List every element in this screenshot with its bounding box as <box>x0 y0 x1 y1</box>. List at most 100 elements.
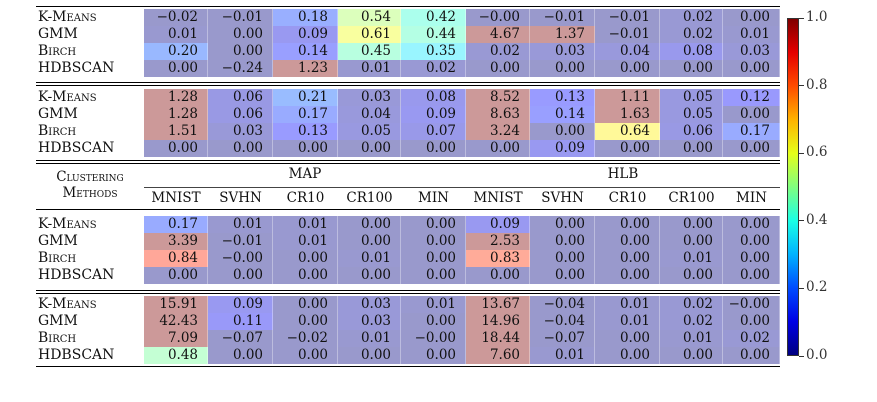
table-cell: 0.00 <box>401 267 466 284</box>
table-cell: −0.04 <box>530 313 595 330</box>
table-row: HDBSCAN 0.48 0.00 0.00 0.00 0.00 7.60 0.01 0.00 0… <box>36 347 780 364</box>
method-label: HDBSCAN <box>38 347 115 363</box>
table-cell: 18.44 <box>466 330 530 347</box>
group-label-hlb: HLB <box>607 166 639 182</box>
colorbar-tick-label: 0.2 <box>806 279 828 296</box>
table-cell: 0.00 <box>338 347 401 364</box>
table-cell: 0.00 <box>208 347 273 364</box>
table-cell: 7.60 <box>466 347 530 364</box>
column-header: MIN <box>418 190 449 206</box>
table-cell: −0.01 <box>208 9 273 26</box>
table-cell: 0.04 <box>338 106 401 123</box>
table-cell: 0.00 <box>723 106 780 123</box>
table-cell: 0.00 <box>595 250 660 267</box>
table-cell: 0.00 <box>530 233 595 250</box>
table-cell: 0.09 <box>466 216 530 233</box>
column-header: SVHN <box>541 190 584 206</box>
table-cell: 0.00 <box>723 9 780 26</box>
table-cell: 0.00 <box>595 267 660 284</box>
table-cell: 0.00 <box>723 313 780 330</box>
table-cell: 0.03 <box>338 296 401 313</box>
table-cell: 0.45 <box>338 43 401 60</box>
table-cell: 8.52 <box>466 89 530 106</box>
method-label: K-Means <box>38 89 97 105</box>
table-row: GMM 1.28 0.06 0.17 0.04 0.09 8.63 0.14 1.63 0.05 0… <box>36 106 780 123</box>
table-cell: 0.00 <box>208 43 273 60</box>
table-row: HDBSCAN 0.00 −0.24 1.23 0.01 0.02 0.00 0.00 0.00… <box>36 60 780 77</box>
table-cell: 0.00 <box>660 267 723 284</box>
table-cell: 0.00 <box>273 313 338 330</box>
table-cell: 0.00 <box>338 267 401 284</box>
table-cell: 0.01 <box>338 60 401 77</box>
table-cell: 3.39 <box>144 233 208 250</box>
colorbar-tick <box>799 17 804 19</box>
table-cell: 0.00 <box>144 140 208 157</box>
table-cell: −0.00 <box>208 250 273 267</box>
table-cell: 8.63 <box>466 106 530 123</box>
colorbar-tick <box>799 220 804 222</box>
method-label: K-Means <box>38 296 97 312</box>
table-cell: 0.00 <box>401 216 466 233</box>
table-cell: 0.61 <box>338 26 401 43</box>
row-label-line: Clustering <box>56 169 124 185</box>
table-cell: −0.00 <box>401 330 466 347</box>
table-cell: 0.00 <box>595 233 660 250</box>
table-cell: 0.13 <box>530 89 595 106</box>
colorbar <box>787 18 799 356</box>
row-label-line: Methods <box>62 185 118 201</box>
column-header: CR100 <box>346 190 393 206</box>
table-cell: 0.00 <box>530 60 595 77</box>
table-cell: 0.00 <box>401 250 466 267</box>
table-cell: 0.01 <box>273 216 338 233</box>
colorbar-tick-label: 0.6 <box>806 144 828 161</box>
table-cell: 0.03 <box>530 43 595 60</box>
table-cell: 1.23 <box>273 60 338 77</box>
colorbar-tick-label: 0.0 <box>806 347 828 363</box>
table-cell: 0.07 <box>401 123 466 140</box>
column-header: MIN <box>736 190 767 206</box>
table-row: GMM 42.43 0.11 0.00 0.03 0.00 14.96 −0.04 0.01 0.… <box>36 313 780 330</box>
table-cell: 0.05 <box>338 123 401 140</box>
table-cell: 0.00 <box>466 140 530 157</box>
table-cell: 0.83 <box>466 250 530 267</box>
table-cell: 0.12 <box>723 89 780 106</box>
table-row: GMM 3.39 −0.01 0.01 0.00 0.00 2.53 0.00 0.00 0.00… <box>36 233 780 250</box>
colorbar-tick-label: 0.8 <box>806 76 828 93</box>
table-cell: 1.11 <box>595 89 660 106</box>
table-cell: 0.00 <box>660 60 723 77</box>
table-cell: 0.00 <box>466 267 530 284</box>
table-row: Birch 0.20 0.00 0.14 0.45 0.35 0.02 0.03 0.04 0.0… <box>36 43 780 60</box>
method-label: GMM <box>38 106 78 122</box>
table-cell: 0.18 <box>273 9 338 26</box>
table-cell: 0.14 <box>530 106 595 123</box>
table-cell: −0.00 <box>466 9 530 26</box>
table-cell: 0.01 <box>660 250 723 267</box>
group-label-map: MAP <box>288 166 322 182</box>
table-cell: 0.00 <box>273 296 338 313</box>
table-cell: −0.24 <box>208 60 273 77</box>
table-cell: 0.02 <box>660 9 723 26</box>
column-header: SVHN <box>219 190 262 206</box>
table-cell: 0.09 <box>401 106 466 123</box>
table-row: Birch 1.51 0.03 0.13 0.05 0.07 3.24 0.00 0.64 0.0… <box>36 123 780 140</box>
method-label: Birch <box>38 330 77 346</box>
table-rule <box>36 366 780 368</box>
table-rule <box>36 85 780 87</box>
table-cell: 0.01 <box>595 313 660 330</box>
method-label: HDBSCAN <box>38 267 115 283</box>
table-row: Birch 0.84 −0.00 0.00 0.01 0.00 0.83 0.00 0.00 0.… <box>36 250 780 267</box>
table-cell: 0.00 <box>660 347 723 364</box>
table-cell: 0.00 <box>595 216 660 233</box>
table-cell: 0.09 <box>530 140 595 157</box>
table-cell: 0.48 <box>144 347 208 364</box>
table-cell: 13.67 <box>466 296 530 313</box>
table-cell: 0.01 <box>595 296 660 313</box>
method-label: K-Means <box>38 9 97 25</box>
table-cell: 0.00 <box>723 267 780 284</box>
method-label: HDBSCAN <box>38 140 115 156</box>
table-cell: 0.21 <box>273 89 338 106</box>
table-cell: 0.00 <box>595 140 660 157</box>
table-cell: 0.00 <box>208 140 273 157</box>
table-cell: 0.00 <box>273 347 338 364</box>
table-cell: 0.14 <box>273 43 338 60</box>
